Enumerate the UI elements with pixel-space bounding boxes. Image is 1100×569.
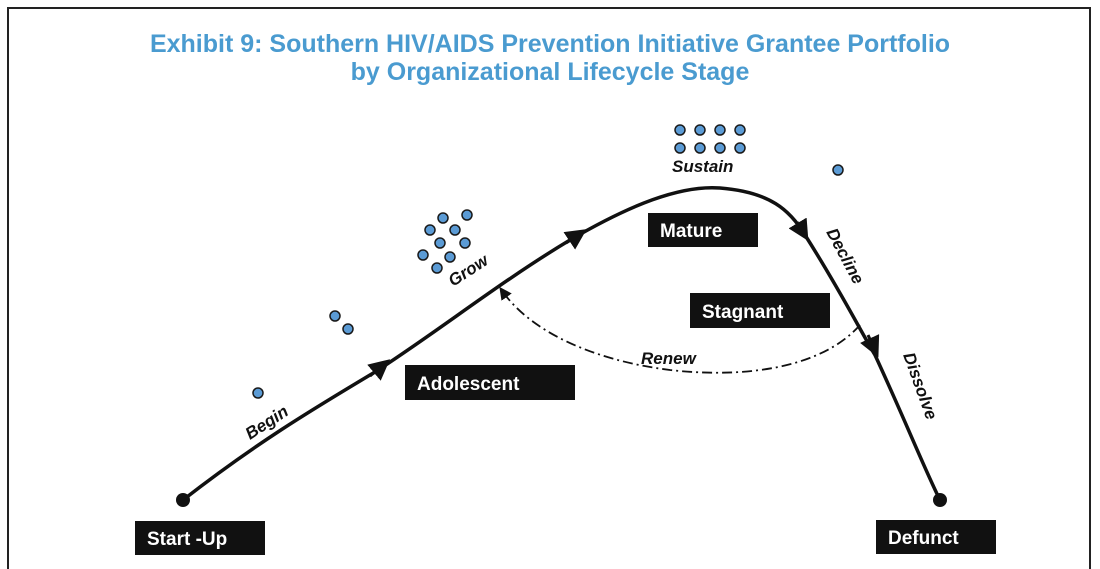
stage-box: [876, 520, 996, 554]
title-line: Exhibit 9: Southern HIV/AIDS Prevention …: [150, 30, 950, 58]
stage-box: [405, 365, 575, 400]
arrow: [788, 217, 809, 242]
stage-box: [648, 213, 758, 247]
phase-label: Dissolve: [899, 350, 941, 422]
arrow: [563, 229, 587, 250]
stage-box: [690, 293, 830, 328]
stage-box: [135, 521, 265, 555]
stage-label: Defunct: [888, 528, 959, 549]
arrow: [860, 334, 880, 358]
phase-label: Begin: [242, 402, 292, 444]
grantee-dots: [252, 124, 844, 399]
stage-label: Mature: [660, 221, 722, 242]
stage-label: Stagnant: [702, 302, 784, 323]
stage-label: Adolescent: [417, 374, 520, 395]
phase-label: Sustain: [672, 157, 733, 176]
endpoint: [933, 493, 947, 507]
renew-arrow: [499, 286, 861, 374]
phase-label: Renew: [641, 349, 698, 368]
title-line: by Organizational Lifecycle Stage: [351, 58, 750, 86]
stage-label: Start -Up: [147, 529, 227, 550]
arrow: [367, 359, 391, 381]
endpoint: [176, 493, 190, 507]
frame: [7, 7, 1091, 569]
